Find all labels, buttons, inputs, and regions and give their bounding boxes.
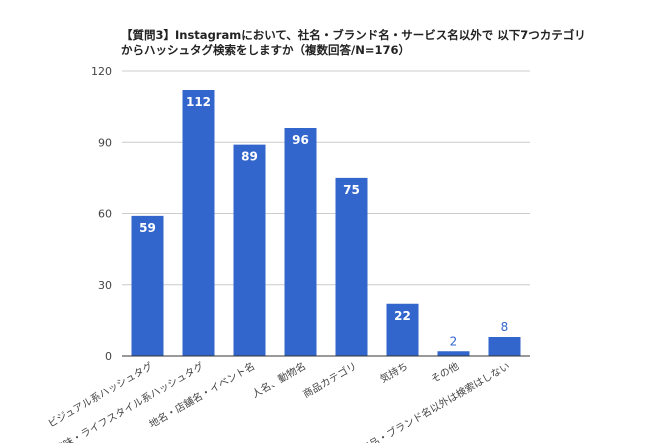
chart-title-line-2: からハッシュタグ検索をしますか（複数回答/N=176） (121, 43, 410, 57)
x-category-label: 商品カテゴリ (301, 359, 359, 400)
x-category-label: 人名、動物名 (250, 359, 308, 400)
chart-title-line-1: 【質問3】Instagramにおいて、社名・ブランド名・サービス名以外で 以下7… (121, 28, 586, 42)
y-tick-label: 120 (91, 65, 112, 78)
x-category-label: 気持ち (378, 359, 410, 385)
y-tick-label: 30 (98, 279, 112, 292)
bar (182, 90, 215, 356)
bar (437, 351, 470, 356)
bar (284, 128, 317, 356)
data-label: 22 (394, 309, 411, 323)
y-tick-label: 0 (105, 350, 112, 363)
bar (233, 144, 266, 356)
data-label: 8 (501, 320, 509, 334)
x-category-label: その他 (429, 359, 461, 385)
data-label: 59 (139, 221, 156, 235)
y-tick-label: 90 (98, 136, 112, 149)
bar (488, 337, 521, 356)
data-label: 112 (186, 95, 211, 109)
bar (131, 215, 164, 356)
data-label: 96 (292, 133, 309, 147)
data-label: 75 (343, 183, 360, 197)
data-label: 89 (241, 150, 258, 164)
bar (386, 303, 419, 356)
data-label: 2 (450, 334, 458, 348)
y-tick-label: 60 (98, 208, 112, 221)
bar (335, 177, 368, 356)
